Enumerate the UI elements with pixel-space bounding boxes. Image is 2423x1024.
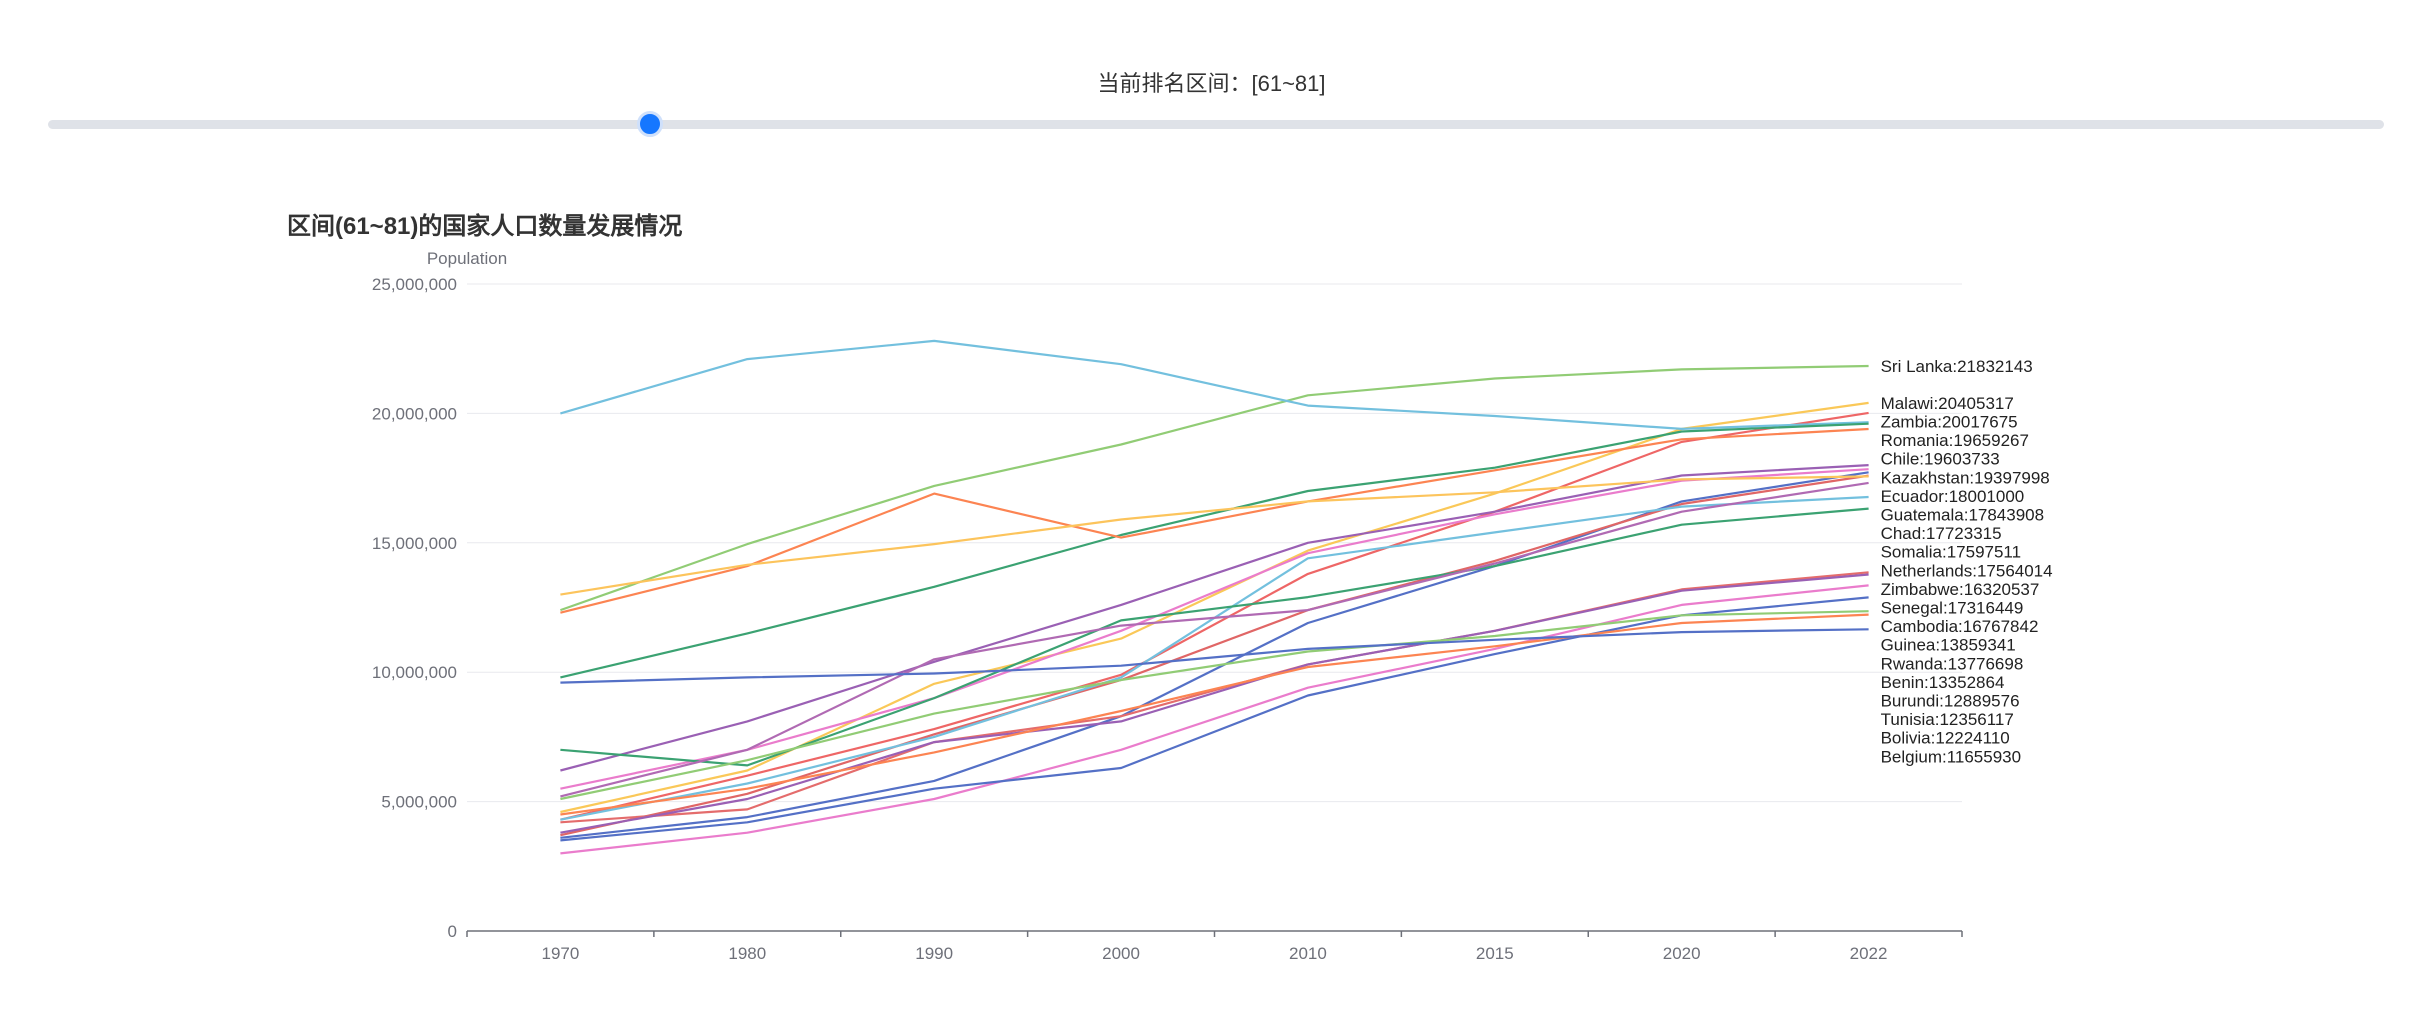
series-line [560,610,1869,801]
series-end-label: Rwanda:13776698 [1881,654,2024,673]
x-tick-label: 2020 [1663,944,1701,963]
slider-thumb[interactable] [636,111,663,137]
series-line [560,364,1869,612]
x-tick-label: 2000 [1102,944,1140,963]
series-end-label: Bolivia:12224110 [1881,729,2010,748]
x-tick-label: 2010 [1289,944,1327,963]
chart-title: 区间(61~81)的国家人口数量发展情况 [287,213,683,240]
y-tick-label: 20,000,000 [372,404,457,423]
series-line [560,339,1869,430]
series-line [560,613,1869,816]
series-end-label: Zimbabwe:16320537 [1881,580,2040,599]
series-line [560,411,1869,821]
series-end-label: Tunisia:12356117 [1881,710,2014,729]
range-label: 当前排名区间：[61~81] [1097,71,1326,96]
series-line [560,475,1869,596]
series-line [560,481,1869,798]
series-end-label: Chad:17723315 [1881,524,2002,543]
series-end-label: Zambia:20017675 [1881,413,2018,432]
series-line [560,427,1869,614]
series-end-label: Belgium:11655930 [1881,747,2022,766]
series-line [560,471,1869,839]
series-line [560,422,1869,679]
series-line [560,628,1869,684]
x-tick-label: 2022 [1850,944,1888,963]
y-axis-label: Population [427,249,507,268]
series-end-label: Senegal:17316449 [1881,599,2024,618]
series-end-label: Romania:19659267 [1881,431,2029,450]
series-end-label: Sri Lanka:21832143 [1881,357,2033,376]
rank-range-slider[interactable] [48,111,2384,137]
series-end-label: Netherlands:17564014 [1881,561,2053,580]
series-end-label: Guinea:13859341 [1881,636,2016,655]
series-end-label: Cambodia:16767842 [1881,617,2039,636]
series-line [560,401,1869,814]
x-tick-label: 1990 [915,944,953,963]
x-tick-label: 1970 [542,944,580,963]
series-line [560,573,1869,834]
y-tick-label: 10,000,000 [372,663,457,682]
series-end-label: Malawi:20405317 [1881,394,2014,413]
y-tick-label: 25,000,000 [372,275,457,294]
series-line [560,584,1869,855]
x-tick-label: 2015 [1476,944,1514,963]
y-tick-label: 5,000,000 [381,793,457,812]
series-end-label: Ecuador:18001000 [1881,487,2025,506]
series-end-label: Kazakhstan:19397998 [1881,468,2050,487]
series-end-label: Somalia:17597511 [1881,543,2022,562]
series-end-label: Benin:13352864 [1881,673,2005,692]
series-line [560,596,1869,842]
y-tick-label: 15,000,000 [372,534,457,553]
y-tick-label: 0 [448,922,457,941]
series-end-label: Guatemala:17843908 [1881,506,2045,525]
series-end-label: Chile:19603733 [1881,450,2000,469]
series-end-label: Burundi:12889576 [1881,692,2020,711]
x-tick-label: 1980 [728,944,766,963]
series-line [560,474,1869,837]
series-line [560,468,1869,790]
series-line [560,507,1869,767]
slider-track[interactable] [48,120,2384,129]
